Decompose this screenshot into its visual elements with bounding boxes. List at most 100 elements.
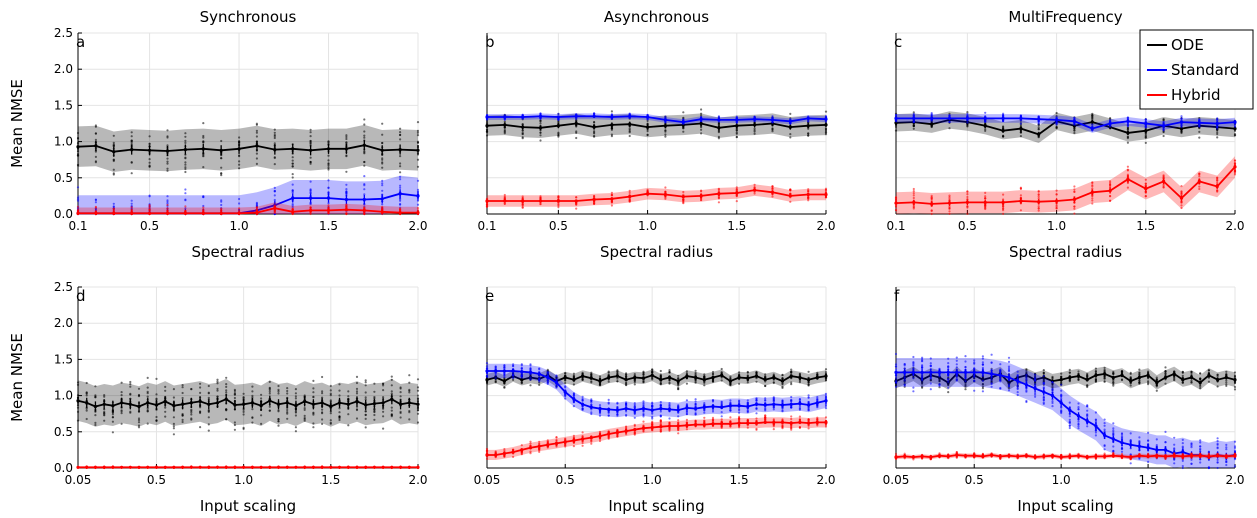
trial-point	[112, 202, 115, 205]
trial-point	[273, 142, 276, 145]
trial-point	[408, 374, 411, 377]
trial-point	[399, 184, 402, 187]
data-point	[1019, 199, 1023, 203]
data-point	[326, 196, 331, 200]
data-point	[250, 465, 254, 469]
trial-point	[790, 371, 793, 374]
y-axis-label: Mean NMSE	[8, 333, 26, 422]
trial-point	[1216, 136, 1219, 139]
trial-point	[824, 188, 828, 191]
y-tick-label: 2.0	[54, 62, 73, 76]
data-point	[965, 116, 970, 120]
data-point	[268, 465, 272, 469]
data-point	[728, 379, 733, 383]
trial-point	[390, 406, 393, 409]
trial-point	[575, 196, 578, 199]
data-point	[1179, 196, 1184, 200]
trial-point	[735, 121, 738, 124]
data-point	[380, 197, 384, 201]
trial-point	[303, 418, 306, 421]
trial-point	[539, 134, 542, 137]
trial-point	[312, 426, 315, 429]
trial-point	[598, 384, 602, 387]
data-point	[259, 404, 263, 408]
trial-point	[327, 179, 330, 182]
trial-point	[291, 159, 294, 162]
data-point	[930, 122, 934, 126]
trial-point	[233, 428, 236, 431]
trial-point	[112, 173, 115, 176]
trial-point	[291, 208, 294, 211]
trial-point	[1233, 125, 1237, 128]
data-point	[416, 465, 420, 469]
data-point	[309, 196, 313, 200]
trial-point	[329, 394, 332, 397]
trial-point	[1002, 115, 1005, 118]
trial-point	[166, 169, 169, 172]
trial-point	[416, 188, 420, 191]
data-point	[717, 126, 721, 130]
trial-point	[225, 383, 228, 386]
data-point	[485, 199, 489, 203]
data-point	[824, 123, 828, 127]
trial-point	[1180, 185, 1183, 188]
trial-point	[294, 388, 297, 391]
data-point	[1055, 199, 1059, 203]
trial-point	[503, 202, 506, 205]
data-point	[1233, 165, 1237, 169]
y-tick-label: 0.5	[54, 425, 73, 439]
trial-point	[220, 199, 223, 202]
trial-point	[503, 118, 506, 121]
trial-point	[1126, 141, 1129, 144]
trial-point	[207, 410, 210, 413]
confidence-band	[78, 124, 418, 172]
trial-point	[120, 394, 123, 397]
data-point	[189, 465, 193, 469]
trial-point	[399, 416, 402, 419]
trial-point	[172, 422, 175, 425]
trial-point	[137, 395, 141, 398]
trial-point	[291, 203, 294, 206]
trial-point	[416, 389, 420, 392]
y-tick-label: 2.5	[54, 26, 73, 40]
trial-point	[94, 423, 97, 427]
trial-point	[1091, 115, 1094, 118]
data-point	[815, 375, 819, 380]
data-point	[1162, 124, 1166, 128]
trial-point	[166, 162, 169, 165]
data-point	[362, 197, 366, 202]
trial-point	[363, 123, 366, 126]
trial-point	[364, 426, 367, 429]
trial-point	[1126, 186, 1129, 189]
trial-point	[1037, 209, 1040, 212]
trial-point	[112, 168, 115, 171]
trial-point	[682, 118, 685, 121]
trial-point	[94, 414, 97, 417]
data-point	[717, 118, 721, 122]
trial-point	[120, 410, 123, 413]
trial-point	[345, 154, 348, 157]
trial-point	[685, 372, 689, 375]
trial-point	[345, 205, 348, 208]
trial-point	[225, 418, 228, 421]
x-axis-label: Spectral radius	[1009, 243, 1122, 261]
data-point	[337, 401, 342, 405]
mean-line	[895, 118, 1236, 136]
data-point	[259, 465, 263, 469]
trial-point	[321, 412, 324, 415]
series-ode-a	[76, 118, 420, 179]
trial-point	[616, 380, 619, 383]
trial-point	[148, 205, 151, 208]
trial-point	[1216, 119, 1219, 122]
trial-point	[373, 418, 376, 421]
trial-point	[364, 417, 367, 420]
trial-point	[363, 164, 366, 167]
trial-point	[184, 188, 187, 191]
trial-point	[321, 422, 324, 425]
trial-point	[363, 160, 366, 164]
trial-point	[390, 409, 393, 412]
trial-point	[1073, 131, 1076, 135]
series-hybrid-a	[76, 202, 420, 216]
trial-point	[242, 413, 245, 416]
data-point	[407, 401, 411, 405]
